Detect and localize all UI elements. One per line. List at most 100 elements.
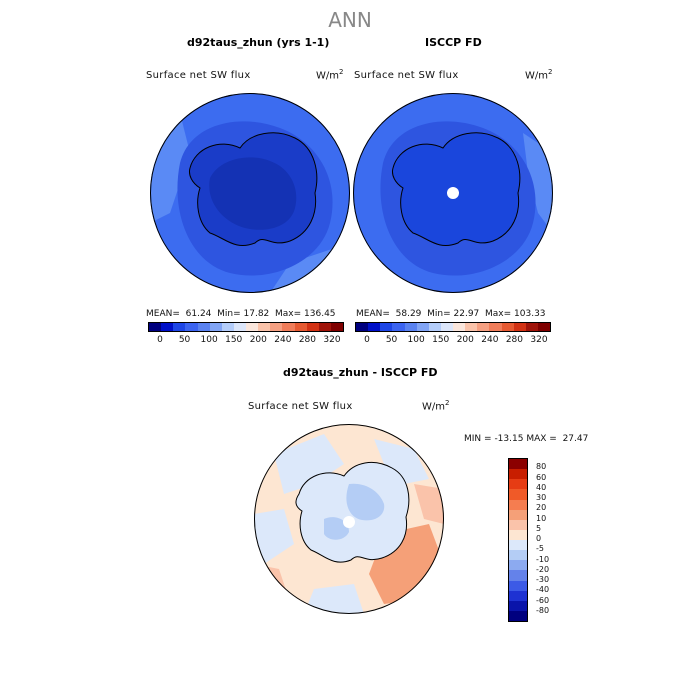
panel-1-colorbar-tick-label: 240: [274, 335, 292, 345]
diff-red-patch-e: [414, 484, 444, 524]
panel-1-colorbar-swatch: [330, 323, 343, 331]
panel-2-colorbar-swatch: [453, 323, 466, 331]
panel-2-units: W/m2: [525, 68, 553, 82]
diff-interior-blue-2: [324, 517, 349, 540]
panel-1-map: [150, 93, 350, 293]
diff-colorbar-label: 20: [536, 503, 547, 513]
panel-2-colorbar-swatch: [428, 323, 441, 331]
diff-colorbar-swatch: [509, 519, 527, 530]
panel-2-colorbar-tick-label: 100: [407, 335, 425, 345]
panel-1-colorbar-swatch: [233, 323, 246, 331]
panel-2-variable-label: Surface net SW flux: [354, 70, 459, 81]
panel-1-colorbar-swatch: [282, 323, 295, 331]
diff-blue-patch-nw: [274, 434, 344, 494]
diff-colorbar-label: 60: [536, 472, 547, 482]
panel-1-colorbar-swatch: [185, 323, 198, 331]
diff-colorbar-swatch: [509, 509, 527, 520]
panel-1-colorbar-swatch: [270, 323, 283, 331]
diff-colorbar-label: 40: [536, 482, 547, 492]
diff-colorbar-swatch: [509, 459, 527, 470]
panel-1-colorbar-swatch: [306, 323, 319, 331]
diff-blue-patch-w: [254, 509, 294, 564]
panel-1-colorbar-tick-label: 280: [298, 335, 317, 345]
panel-1-units: W/m2: [316, 68, 344, 82]
panel-1-stats: MEAN= 61.24 Min= 17.82 Max= 136.45: [146, 309, 336, 319]
diff-blue-patch-ne: [374, 439, 429, 484]
panel-1-variable-label: Surface net SW flux: [146, 70, 251, 81]
diff-colorbar-label: 80: [536, 462, 547, 472]
panel-1-colorbar-swatch: [197, 323, 210, 331]
diff-panel-title: d92taus_zhun - ISCCP FD: [283, 366, 438, 379]
panel-1-colorbar-tick-label: 100: [200, 335, 218, 345]
panel-2-ocean-light-patch: [523, 133, 553, 233]
diff-colorbar-swatch: [509, 610, 527, 621]
panel-1-colorbar: [148, 322, 344, 332]
panel-1-title: d92taus_zhun (yrs 1-1): [187, 36, 330, 49]
diff-colorbar-label: -5: [536, 544, 544, 554]
panel-1-colorbar-tick-label: 150: [225, 335, 243, 345]
diff-colorbar-swatch: [509, 560, 527, 571]
panel-1-colorbar-swatch: [149, 323, 162, 331]
panel-1-colorbar-swatch: [246, 323, 259, 331]
diff-blue-patch-s: [304, 584, 364, 614]
panel-1-colorbar-tick-label: 0: [157, 335, 163, 345]
diff-colorbar-swatch: [509, 529, 527, 540]
panel-2-colorbar-tick-label: 50: [385, 335, 398, 345]
panel-1-colorbar-swatch: [161, 323, 174, 331]
panel-1-colorbar-tick-label: 320: [323, 335, 341, 345]
panel-2-colorbar-tick-label: 240: [481, 335, 499, 345]
panel-2-colorbar-swatch: [465, 323, 478, 331]
panel-2-colorbar-swatch: [513, 323, 526, 331]
panel-2-colorbar-tick-label: 150: [432, 335, 450, 345]
diff-colorbar-label: 30: [536, 493, 547, 502]
diff-panel-units: W/m2: [422, 399, 450, 413]
diff-panel-minmax: MIN = -13.15 MAX = 27.47: [464, 434, 589, 444]
panel-2-colorbar-tick-label: 320: [530, 335, 548, 345]
diff-colorbar-swatch: [509, 499, 527, 510]
diff-colorbar-label: -60: [536, 595, 550, 605]
diff-colorbar-swatch: [509, 489, 527, 500]
panel-1-colorbar-tick-label: 50: [178, 335, 191, 345]
panel-1-colorbar-swatch: [209, 323, 222, 331]
panel-2-colorbar-swatch: [525, 323, 538, 331]
panel-2-colorbar-swatch: [501, 323, 514, 331]
diff-colorbar-swatch: [509, 570, 527, 581]
panel-2-title: ISCCP FD: [425, 36, 482, 49]
panel-2-colorbar-swatch: [356, 323, 369, 331]
panel-2-colorbar-swatch: [392, 323, 405, 331]
panel-1-colorbar-swatch: [221, 323, 234, 331]
panel-2-map: [353, 93, 553, 293]
diff-colorbar-swatch: [509, 469, 527, 480]
panel-1-colorbar-swatch: [173, 323, 186, 331]
panel-2-colorbar-swatch: [404, 323, 417, 331]
diff-colorbar-label: -10: [536, 554, 550, 564]
panel-2-pole-hole: [447, 187, 459, 199]
diff-colorbar-swatch: [509, 580, 527, 591]
panel-1-colorbar-swatch: [294, 323, 307, 331]
panel-2-colorbar-swatch: [489, 323, 502, 331]
diff-colorbar: [508, 458, 528, 622]
diff-colorbar-label: -80: [536, 605, 550, 615]
main-title: ANN: [328, 8, 372, 32]
panel-1-interior-dark: [209, 157, 297, 230]
diff-colorbar-label: -20: [536, 564, 550, 574]
panel-2-colorbar-tick-label: 280: [505, 335, 524, 345]
panel-2-colorbar-tick-label: 200: [456, 335, 474, 345]
diff-colorbar-swatch: [509, 600, 527, 611]
diff-interior-blue: [346, 483, 385, 521]
diff-colorbar-swatch: [509, 590, 527, 601]
panel-2-colorbar-swatch: [380, 323, 393, 331]
diff-colorbar-swatch: [509, 479, 527, 490]
panel-2-colorbar-swatch: [477, 323, 490, 331]
diff-colorbar-swatch: [509, 540, 527, 551]
panel-2-stats: MEAN= 58.29 Min= 22.97 Max= 103.33: [356, 309, 546, 319]
diff-pole-hole: [343, 516, 355, 528]
panel-2-colorbar-tick-label: 0: [364, 335, 370, 345]
diff-colorbar-label: 0: [536, 534, 542, 543]
diff-colorbar-label: 5: [536, 523, 542, 533]
diff-colorbar-label: 10: [536, 513, 547, 523]
diff-colorbar-swatch: [509, 550, 527, 561]
panel-2-colorbar-swatch: [440, 323, 453, 331]
diff-colorbar-label: -30: [536, 575, 550, 584]
diff-panel-map: [254, 424, 444, 614]
